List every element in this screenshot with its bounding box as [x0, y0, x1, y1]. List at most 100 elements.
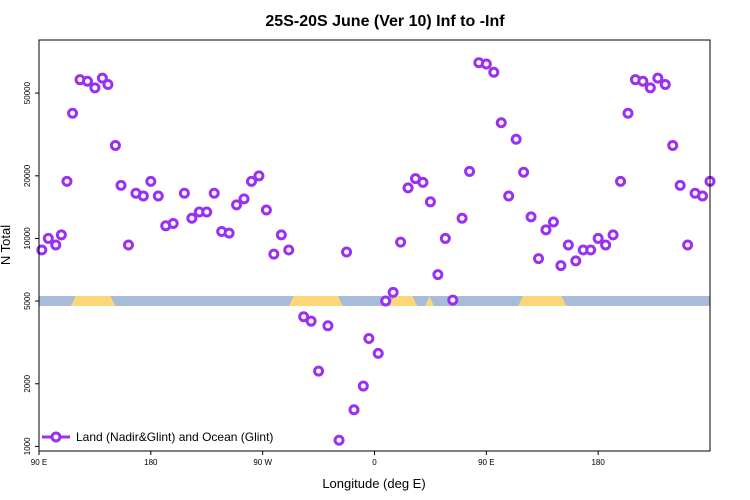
data-point	[387, 286, 399, 298]
data-point	[592, 232, 604, 244]
data-point	[115, 179, 127, 191]
legend-label: Land (Nadir&Glint) and Ocean (Glint)	[76, 430, 273, 444]
data-point	[305, 315, 317, 327]
data-point	[178, 187, 190, 199]
data-point	[395, 236, 407, 248]
data-point	[480, 58, 492, 70]
data-point	[186, 212, 198, 224]
data-point	[682, 239, 694, 251]
data-point	[341, 246, 353, 258]
data-point	[555, 260, 567, 272]
x-tick-label: 180	[591, 458, 605, 467]
data-points	[36, 57, 716, 446]
data-point	[525, 211, 537, 223]
data-point	[223, 227, 235, 239]
data-point	[313, 365, 325, 377]
data-point	[137, 190, 149, 202]
data-point	[417, 176, 429, 188]
data-point	[659, 78, 671, 90]
data-point	[439, 232, 451, 244]
data-point	[201, 206, 213, 218]
data-point	[55, 229, 67, 241]
surface-band	[39, 296, 710, 307]
data-point	[372, 347, 384, 359]
data-point	[495, 117, 507, 129]
land-segment	[288, 296, 343, 307]
data-point	[81, 75, 93, 87]
data-point	[622, 107, 634, 119]
data-point	[245, 175, 257, 187]
plot-frame	[38, 39, 711, 452]
data-point	[424, 196, 436, 208]
data-point	[167, 217, 179, 229]
data-point	[540, 224, 552, 236]
y-tick-label: 50000	[23, 81, 32, 104]
data-point	[96, 72, 108, 84]
data-point	[518, 166, 530, 178]
data-point	[547, 216, 559, 228]
data-point	[488, 66, 500, 78]
data-point	[585, 244, 597, 256]
data-point	[122, 239, 134, 251]
land-segment	[424, 296, 435, 307]
data-point	[357, 380, 369, 392]
data-point	[503, 190, 515, 202]
data-point	[283, 244, 295, 256]
y-tick-label: 5000	[23, 292, 32, 310]
data-point	[600, 239, 612, 251]
data-point	[652, 72, 664, 84]
land-segment	[518, 296, 567, 307]
land-segment	[70, 296, 116, 307]
x-tick-label: 90 E	[31, 458, 47, 467]
data-point	[268, 248, 280, 260]
data-point	[109, 139, 121, 151]
y-tick-label: 20000	[23, 164, 32, 187]
data-point	[456, 212, 468, 224]
data-point	[363, 333, 375, 345]
data-point	[697, 190, 709, 202]
data-point	[152, 190, 164, 202]
ocean-band	[39, 296, 710, 307]
data-point	[615, 175, 627, 187]
legend-marker	[50, 431, 62, 443]
legend: Land (Nadir&Glint) and Ocean (Glint)	[42, 430, 273, 444]
x-tick-label: 180	[144, 458, 158, 467]
data-point	[432, 269, 444, 281]
data-point	[674, 179, 686, 191]
data-point	[238, 193, 250, 205]
data-point	[510, 133, 522, 145]
data-point	[380, 295, 392, 307]
data-point	[275, 229, 287, 241]
data-point	[667, 139, 679, 151]
data-point	[637, 75, 649, 87]
data-point	[253, 170, 265, 182]
data-point	[447, 294, 459, 306]
chart-title: 25S-20S June (Ver 10) Inf to -Inf	[265, 13, 505, 30]
y-tick-label: 1000	[23, 437, 32, 455]
y-tick-label: 10000	[23, 227, 32, 250]
data-point	[260, 204, 272, 216]
data-point	[607, 229, 619, 241]
x-axis-label: Longitude (deg E)	[322, 476, 425, 491]
data-point	[402, 182, 414, 194]
data-point	[208, 187, 220, 199]
x-tick-label: 0	[372, 458, 377, 467]
data-point	[570, 255, 582, 267]
x-tick-label: 90 E	[478, 458, 494, 467]
data-point	[50, 239, 62, 251]
y-axis-label: N Total	[0, 225, 13, 265]
data-point	[89, 82, 101, 94]
x-tick-label: 90 W	[253, 458, 272, 467]
data-point	[42, 232, 54, 244]
data-point	[145, 175, 157, 187]
data-point	[562, 239, 574, 251]
y-tick-label: 2000	[23, 374, 32, 392]
data-point	[333, 434, 345, 446]
data-point	[322, 320, 334, 332]
data-point	[61, 175, 73, 187]
land-segment	[389, 296, 418, 307]
data-point	[102, 78, 114, 90]
data-point	[644, 82, 656, 94]
data-point	[533, 253, 545, 265]
